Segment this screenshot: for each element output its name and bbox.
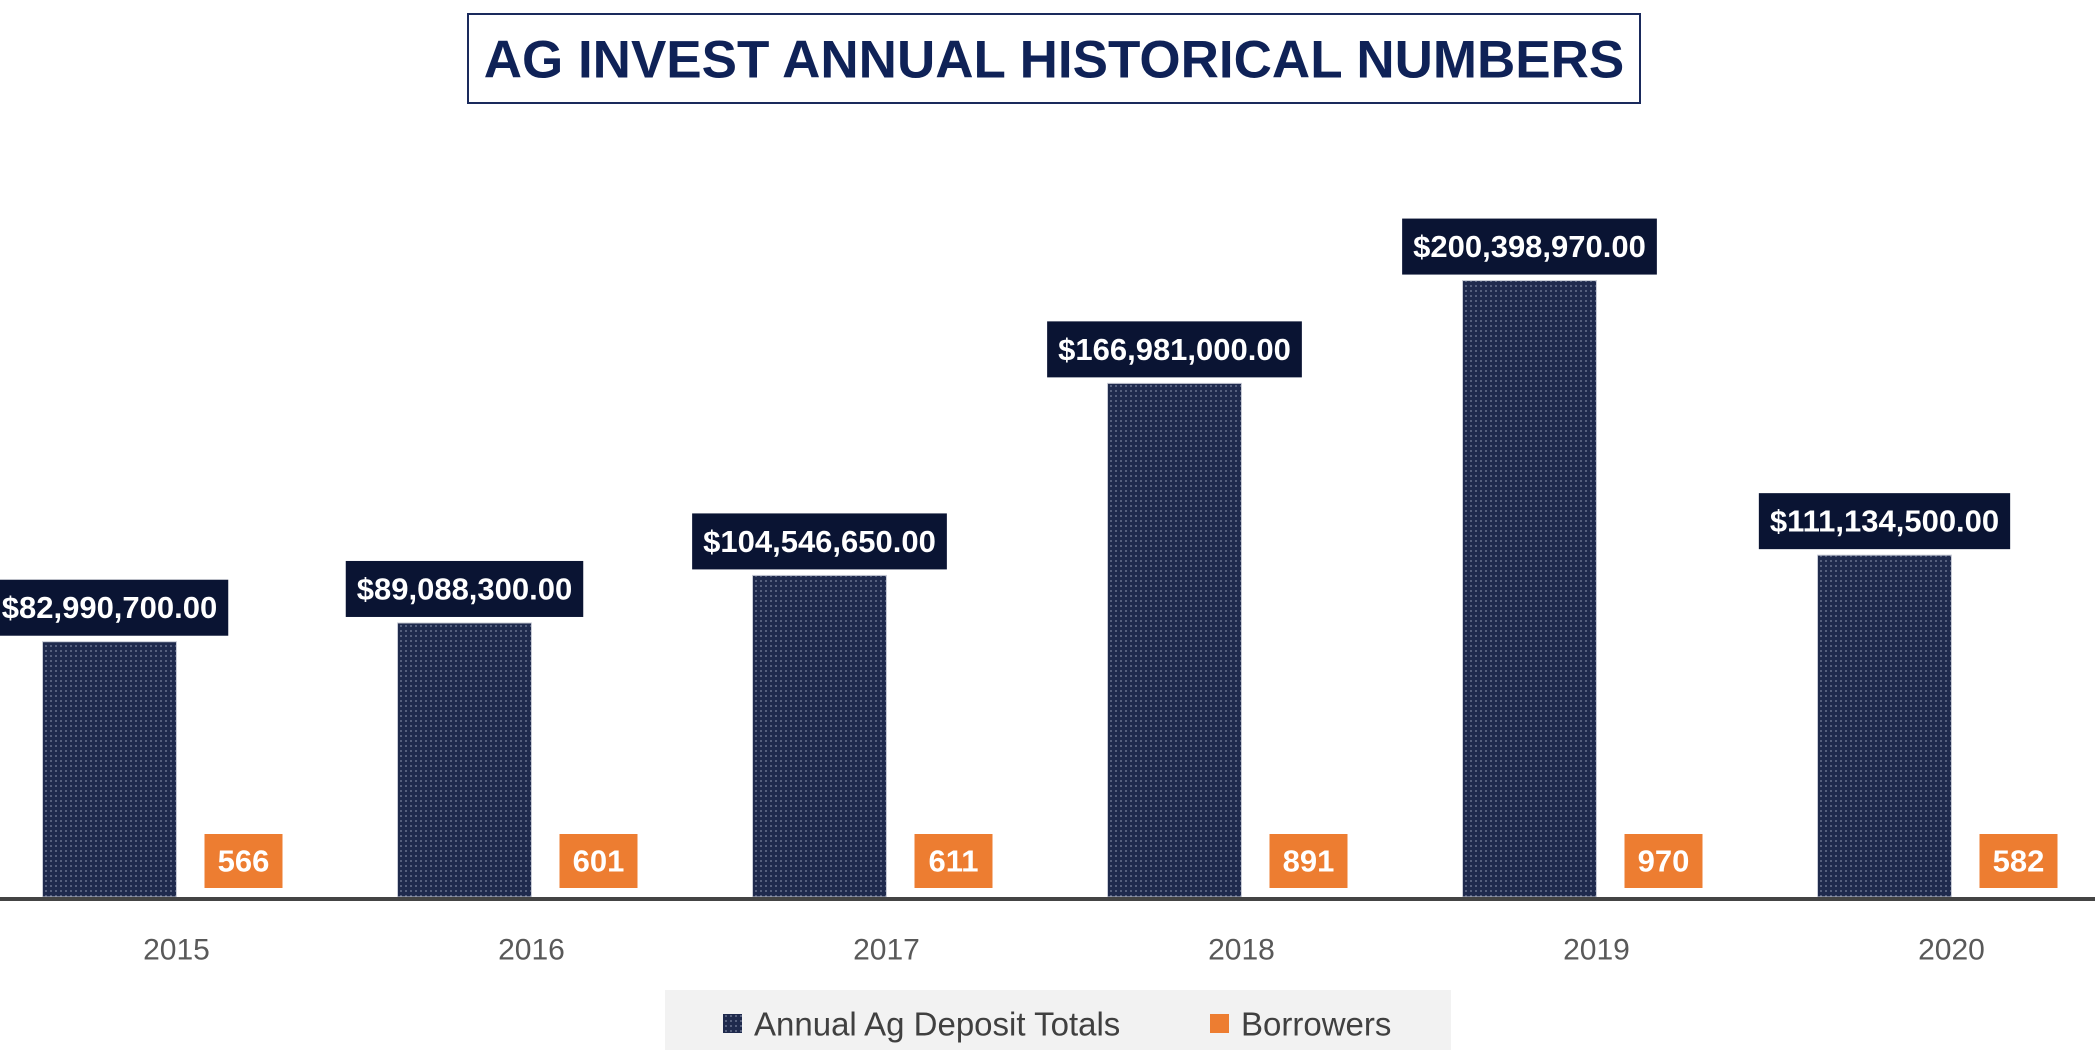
- data-label-bg: [1624, 834, 1703, 888]
- data-label-bg: [1979, 834, 2058, 888]
- data-label: $104,546,650.00: [703, 524, 936, 559]
- legend-label: Annual Ag Deposit Totals: [754, 1006, 1120, 1043]
- x-tick-label: 2019: [1563, 934, 1630, 967]
- data-label: $82,990,700.00: [2, 590, 218, 625]
- x-tick-label: 2015: [143, 934, 210, 967]
- bar: [42, 641, 177, 898]
- x-tick-label: 2020: [1918, 934, 1985, 967]
- data-label-bg: [1758, 493, 2011, 550]
- data-label-bg: [692, 513, 947, 570]
- x-tick-label: 2016: [498, 934, 565, 967]
- data-label: 970: [1638, 844, 1690, 879]
- data-label-bg: [1047, 321, 1302, 378]
- data-label-bg: [1269, 834, 1348, 888]
- data-label-bg: [1402, 218, 1657, 275]
- data-label: $111,134,500.00: [1770, 504, 1999, 539]
- data-label-bg: [204, 834, 283, 888]
- data-label: 891: [1283, 844, 1335, 879]
- x-tick-label: 2017: [853, 934, 920, 967]
- chart-title: AG INVEST ANNUAL HISTORICAL NUMBERS: [484, 31, 1625, 90]
- data-label-bg: [345, 560, 584, 617]
- data-label-bg: [559, 834, 638, 888]
- bar: [1462, 280, 1597, 898]
- data-label: 611: [928, 844, 978, 879]
- bar: [1107, 382, 1242, 898]
- legend: [665, 990, 1451, 1050]
- data-label: $89,088,300.00: [357, 571, 573, 606]
- data-label-bg: [914, 834, 993, 888]
- bar: [1817, 554, 1952, 898]
- x-tick-label: 2018: [1208, 934, 1275, 967]
- data-label: 566: [218, 844, 270, 879]
- bar: [752, 574, 887, 898]
- title-box: [467, 13, 1641, 104]
- bar: [397, 622, 532, 898]
- data-label: $200,398,970.00: [1413, 229, 1646, 264]
- legend-swatch: [1210, 1014, 1229, 1033]
- legend-swatch: [723, 1014, 742, 1033]
- data-label: $166,981,000.00: [1058, 332, 1291, 367]
- legend-label: Borrowers: [1241, 1006, 1391, 1043]
- data-label-bg: [0, 579, 229, 636]
- plot: 2015 $82,990,700.00 566 2016 $89,088,300.00 6…: [0, 218, 2086, 967]
- data-label: 601: [573, 844, 625, 879]
- data-label: 582: [1993, 844, 2045, 879]
